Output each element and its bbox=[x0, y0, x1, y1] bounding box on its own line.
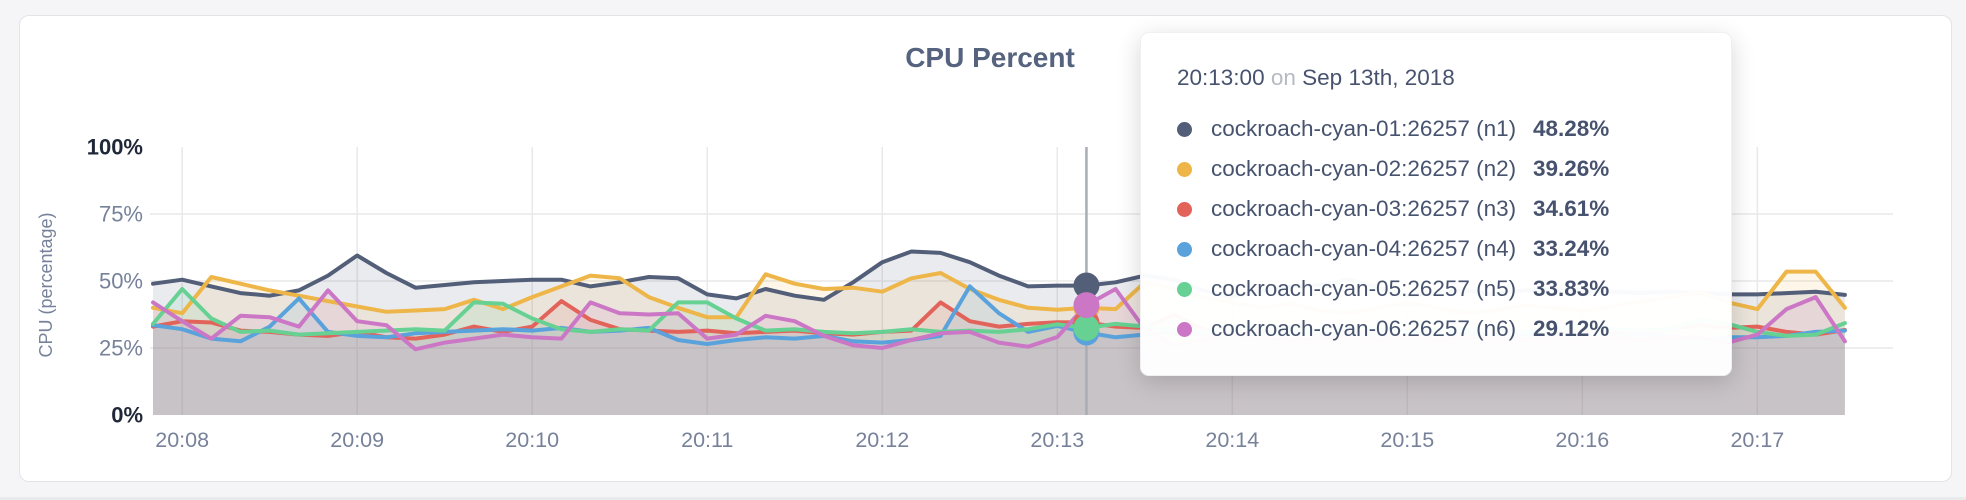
series-color-dot bbox=[1177, 201, 1192, 217]
y-tick-label: 50% bbox=[99, 269, 143, 294]
y-axis-title: CPU (percentage) bbox=[36, 212, 56, 357]
x-tick-label: 20:13 bbox=[1030, 428, 1084, 452]
hover-dot-n5 bbox=[1073, 314, 1100, 341]
series-label: cockroach-cyan-05:26257 (n5) bbox=[1211, 276, 1517, 301]
series-color-dot bbox=[1177, 281, 1192, 297]
series-value: 33.24% bbox=[1533, 236, 1610, 261]
series-value: 48.28% bbox=[1533, 116, 1610, 141]
series-label: cockroach-cyan-04:26257 (n4) bbox=[1211, 236, 1517, 261]
tooltip-row: cockroach-cyan-01:26257 (n1) 48.28% bbox=[1177, 109, 1695, 149]
tooltip-row: cockroach-cyan-06:26257 (n6) 29.12% bbox=[1177, 309, 1695, 349]
y-tick-label: 25% bbox=[99, 336, 143, 361]
tooltip-row: cockroach-cyan-03:26257 (n3) 34.61% bbox=[1177, 189, 1695, 229]
y-tick-label: 0% bbox=[111, 403, 143, 428]
series-label: cockroach-cyan-06:26257 (n6) bbox=[1211, 316, 1517, 341]
tooltip-header: 20:13:00 on Sep 13th, 2018 bbox=[1177, 63, 1695, 93]
hover-dot-n1 bbox=[1073, 272, 1100, 299]
tooltip-on-word: on bbox=[1270, 65, 1296, 90]
series-value: 39.26% bbox=[1533, 156, 1610, 181]
tooltip-rows: cockroach-cyan-01:26257 (n1) 48.28% cockro… bbox=[1177, 109, 1695, 349]
series-value: 29.12% bbox=[1533, 316, 1610, 341]
tooltip-row: cockroach-cyan-02:26257 (n2) 39.26% bbox=[1177, 149, 1695, 189]
series-area-n4 bbox=[153, 286, 1845, 415]
series-color-dot bbox=[1177, 241, 1192, 257]
x-tick-label: 20:12 bbox=[855, 428, 909, 452]
series-value: 34.61% bbox=[1533, 196, 1610, 221]
tooltip-row: cockroach-cyan-04:26257 (n4) 33.24% bbox=[1177, 229, 1695, 269]
chart-title: CPU Percent bbox=[905, 42, 1075, 73]
x-tick-label: 20:09 bbox=[330, 428, 384, 452]
tooltip-time: 20:13:00 bbox=[1177, 65, 1265, 90]
series-color-dot bbox=[1177, 121, 1192, 137]
x-tick-label: 20:16 bbox=[1555, 428, 1609, 452]
series-label: cockroach-cyan-01:26257 (n1) bbox=[1211, 116, 1517, 141]
y-tick-label: 75% bbox=[99, 202, 143, 227]
series-area-n5 bbox=[153, 289, 1845, 415]
series-value: 33.83% bbox=[1533, 276, 1610, 301]
x-tick-label: 20:10 bbox=[505, 428, 559, 452]
chart-tooltip: 20:13:00 on Sep 13th, 2018 cockroach-cya… bbox=[1140, 32, 1732, 376]
series-color-dot bbox=[1177, 321, 1192, 337]
x-tick-label: 20:14 bbox=[1205, 428, 1259, 452]
tooltip-date: Sep 13th, 2018 bbox=[1302, 65, 1455, 90]
series-label: cockroach-cyan-02:26257 (n2) bbox=[1211, 156, 1517, 181]
x-tick-label: 20:15 bbox=[1380, 428, 1434, 452]
page-bottom-divider bbox=[0, 497, 1966, 500]
x-tick-label: 20:17 bbox=[1730, 428, 1784, 452]
series-color-dot bbox=[1177, 161, 1192, 177]
x-tick-label: 20:11 bbox=[681, 428, 733, 452]
series-label: cockroach-cyan-03:26257 (n3) bbox=[1211, 196, 1517, 221]
hover-dot-n6 bbox=[1073, 292, 1100, 319]
x-tick-label: 20:08 bbox=[155, 428, 209, 452]
tooltip-row: cockroach-cyan-05:26257 (n5) 33.83% bbox=[1177, 269, 1695, 309]
y-tick-label: 100% bbox=[87, 135, 143, 160]
